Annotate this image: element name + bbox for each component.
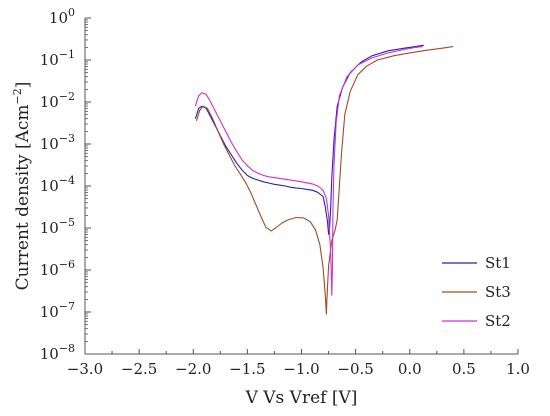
x-tick-group: −3.0 −2.5 −2.0 −1.5 −1.0 −0.5 0.0 0.5 1.0 [67, 349, 530, 378]
y-tick-label: 10−1 [40, 48, 75, 69]
series-line-st3 [195, 46, 454, 315]
x-axis-title: V Vs Vref [V] [245, 388, 358, 408]
legend-label-st1: St1 [485, 254, 511, 272]
legend-label-st3: St3 [485, 283, 511, 301]
y-tick-label: 10−2 [40, 90, 75, 111]
y-tick-group: 10−8 10−7 10−6 10−5 10−4 10−3 10−2 10−1 100 [40, 6, 91, 363]
x-tick-label: −0.5 [337, 360, 373, 378]
x-tick-label: 0.5 [452, 360, 476, 378]
series-line-st2 [194, 46, 423, 296]
y-axis-title-main: Current density [Acm [13, 104, 33, 290]
y-tick-label: 10−8 [40, 342, 75, 363]
legend: St1 St3 St2 [442, 254, 511, 330]
y-tick-label: 10−7 [40, 300, 75, 321]
x-tick-label: −3.0 [67, 360, 103, 378]
x-tick-label: 1.0 [506, 360, 530, 378]
series-lines [194, 44, 454, 315]
x-tick-label: −1.0 [283, 360, 319, 378]
x-tick-label: 0.0 [398, 360, 422, 378]
legend-label-st2: St2 [485, 312, 511, 330]
y-axis-title-text: Current density [Acm−2] [11, 82, 33, 291]
plot-axes [84, 18, 518, 355]
x-tick-label: −1.5 [229, 360, 265, 378]
y-axis-title: Current density [Acm−2] [11, 82, 33, 291]
x-tick-label: −2.0 [175, 360, 211, 378]
y-tick-label: 10−6 [40, 258, 75, 279]
y-tick-label: 10−4 [40, 174, 75, 195]
y-tick-label: 10−5 [40, 216, 75, 237]
y-axis-title-close: ] [13, 82, 33, 89]
y-tick-label: 10−3 [40, 132, 75, 153]
y-axis-title-exponent: −2 [11, 88, 24, 104]
x-tick-label: −2.5 [121, 360, 157, 378]
y-tick-label: 100 [49, 6, 75, 27]
